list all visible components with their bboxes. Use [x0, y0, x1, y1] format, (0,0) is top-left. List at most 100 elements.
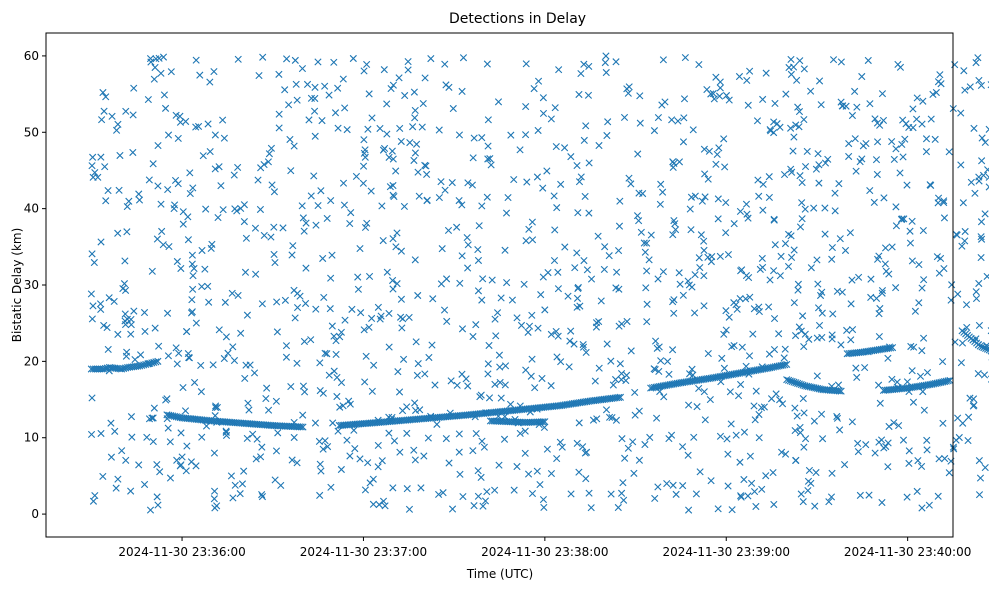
data-point [831, 207, 839, 215]
data-point [323, 350, 331, 358]
data-point [561, 243, 569, 251]
data-point [507, 131, 515, 139]
data-point [290, 418, 298, 427]
data-point [851, 135, 859, 143]
data-point [977, 235, 986, 243]
data-point [675, 158, 684, 166]
data-point [359, 162, 368, 170]
data-point [343, 436, 351, 444]
data-point [574, 284, 582, 293]
data-point [789, 147, 797, 155]
data-point [551, 226, 559, 234]
data-point [858, 72, 866, 81]
data-point [337, 378, 346, 387]
data-point [339, 75, 347, 83]
data-point [455, 430, 463, 438]
data-point [219, 206, 227, 214]
data-point [412, 140, 421, 148]
data-point [135, 461, 143, 469]
data-point [771, 241, 779, 249]
data-point [691, 271, 699, 279]
data-point [210, 449, 219, 457]
data-point [516, 429, 524, 438]
data-point [759, 206, 767, 214]
data-point [771, 99, 779, 108]
data-point [800, 65, 808, 73]
data-point [448, 179, 456, 187]
data-point [875, 310, 883, 318]
data-point [483, 60, 491, 68]
data-point [166, 474, 175, 482]
data-point [411, 149, 419, 157]
data-point [875, 332, 883, 341]
data-point [501, 246, 509, 254]
data-point [898, 140, 906, 149]
data-point [782, 90, 790, 98]
data-point [145, 176, 153, 184]
data-point [445, 83, 453, 91]
data-point [380, 144, 389, 153]
data-point [97, 429, 105, 438]
data-point [521, 427, 529, 435]
data-point [793, 412, 801, 420]
data-point [624, 444, 632, 452]
data-point [776, 396, 784, 404]
data-point [920, 276, 928, 284]
data-point [873, 170, 881, 179]
data-point [525, 225, 533, 233]
y-axis-label: Bistatic Delay (km) [10, 228, 24, 343]
data-point [114, 120, 122, 128]
data-point [365, 323, 373, 331]
data-point [298, 202, 306, 210]
data-point [234, 55, 242, 63]
data-point [795, 123, 803, 131]
data-point [177, 461, 185, 469]
data-point [811, 502, 819, 510]
data-point [179, 383, 187, 392]
data-point [752, 502, 760, 511]
data-point [657, 357, 665, 365]
data-point [905, 123, 913, 132]
data-point [475, 222, 483, 230]
data-point [612, 268, 621, 276]
data-point [836, 426, 844, 434]
data-point [315, 437, 323, 445]
data-point [815, 77, 824, 85]
data-point [718, 354, 726, 362]
data-point [582, 122, 590, 130]
data-point [663, 357, 672, 365]
data-point [737, 380, 745, 389]
data-point [479, 275, 487, 283]
data-point [815, 179, 823, 187]
data-point [801, 162, 810, 171]
data-point [828, 331, 836, 339]
data-point [520, 280, 528, 288]
data-point [582, 475, 590, 483]
data-point [612, 284, 620, 292]
data-point [691, 192, 699, 200]
data-point [111, 427, 119, 435]
data-point [607, 490, 615, 498]
data-point [155, 342, 163, 350]
data-point [440, 306, 449, 314]
data-point [848, 111, 857, 120]
data-point [617, 376, 625, 384]
data-point [364, 125, 372, 133]
data-point [521, 131, 530, 139]
data-point [566, 337, 574, 345]
data-point [196, 71, 204, 79]
data-point [570, 340, 578, 348]
data-point [464, 264, 472, 272]
data-point [503, 279, 511, 287]
data-point [961, 86, 969, 94]
data-point [252, 455, 260, 463]
data-point [224, 349, 232, 357]
data-point [107, 419, 115, 427]
data-point [211, 131, 219, 139]
data-point [183, 327, 191, 336]
data-point [602, 406, 611, 414]
data-point [446, 409, 454, 417]
data-point [464, 241, 472, 249]
data-point [801, 435, 810, 443]
data-point [762, 472, 770, 480]
